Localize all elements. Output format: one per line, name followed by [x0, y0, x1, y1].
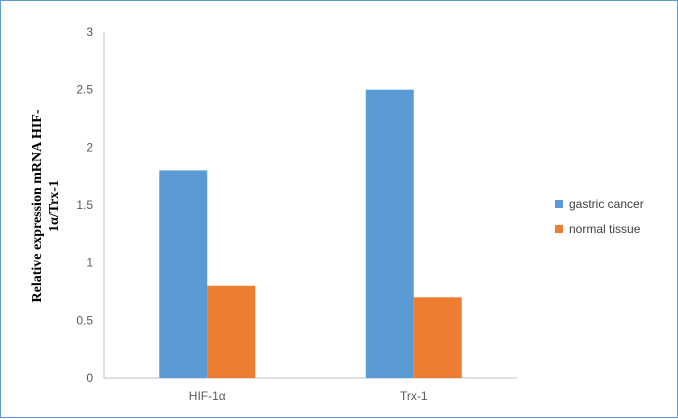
y-tick-label: 1 [86, 256, 93, 270]
legend-swatch [555, 225, 563, 233]
legend-swatch [555, 200, 563, 208]
bar [365, 89, 414, 379]
y-tick-label: 3 [86, 25, 93, 39]
x-tick-label: Trx-1 [400, 389, 428, 403]
legend-label: normal tissue [569, 222, 641, 236]
y-tick-label: 0 [86, 371, 93, 385]
bar [413, 297, 462, 378]
legend-label: gastric cancer [569, 197, 644, 211]
y-tick-label: 2 [86, 140, 93, 154]
y-axis-title-line-2: 1α/Trx-1 [47, 180, 62, 232]
y-tick-label: 1.5 [76, 198, 93, 212]
y-axis-title: Relative expression mRNA HIF- 1α/Trx-1 [30, 109, 62, 302]
y-tick-label: 2.5 [76, 83, 93, 97]
legend: gastric cancer normal tissue [555, 197, 644, 236]
bar [207, 285, 256, 378]
bar [159, 170, 208, 378]
y-axis-title-line-1: Relative expression mRNA HIF- [30, 109, 45, 302]
y-tick-label: 0.5 [76, 313, 93, 327]
tick-labels: 0 0.5 1 1.5 2 2.5 3 HIF-1α Trx-1 [76, 25, 428, 403]
x-tick-label: HIF-1α [189, 389, 226, 403]
bars [159, 89, 462, 379]
